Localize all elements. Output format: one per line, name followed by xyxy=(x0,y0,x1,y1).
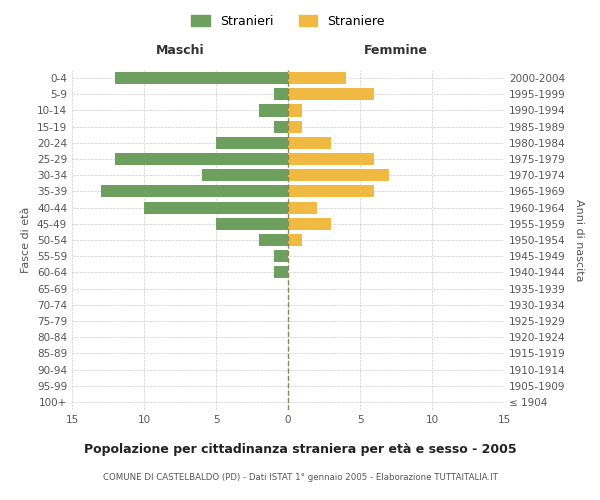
Text: Maschi: Maschi xyxy=(155,44,205,57)
Bar xyxy=(274,266,288,278)
Bar xyxy=(288,88,374,101)
Bar xyxy=(274,88,288,101)
Bar xyxy=(288,218,331,230)
Y-axis label: Anni di nascita: Anni di nascita xyxy=(574,198,584,281)
Bar xyxy=(288,137,331,149)
Bar xyxy=(288,202,317,213)
Bar xyxy=(259,104,288,117)
Bar xyxy=(101,186,288,198)
Bar xyxy=(202,169,288,181)
Bar xyxy=(288,153,374,165)
Text: COMUNE DI CASTELBALDO (PD) - Dati ISTAT 1° gennaio 2005 - Elaborazione TUTTAITAL: COMUNE DI CASTELBALDO (PD) - Dati ISTAT … xyxy=(103,472,497,482)
Bar xyxy=(288,169,389,181)
Bar xyxy=(274,250,288,262)
Bar xyxy=(216,137,288,149)
Bar xyxy=(259,234,288,246)
Bar xyxy=(216,218,288,230)
Bar xyxy=(288,186,374,198)
Bar xyxy=(274,120,288,132)
Bar xyxy=(288,234,302,246)
Legend: Stranieri, Straniere: Stranieri, Straniere xyxy=(191,15,385,28)
Bar xyxy=(144,202,288,213)
Text: Popolazione per cittadinanza straniera per età e sesso - 2005: Popolazione per cittadinanza straniera p… xyxy=(83,442,517,456)
Bar xyxy=(288,72,346,84)
Bar xyxy=(115,72,288,84)
Bar xyxy=(288,104,302,117)
Bar xyxy=(288,120,302,132)
Y-axis label: Fasce di età: Fasce di età xyxy=(22,207,31,273)
Bar xyxy=(115,153,288,165)
Text: Femmine: Femmine xyxy=(364,44,428,57)
